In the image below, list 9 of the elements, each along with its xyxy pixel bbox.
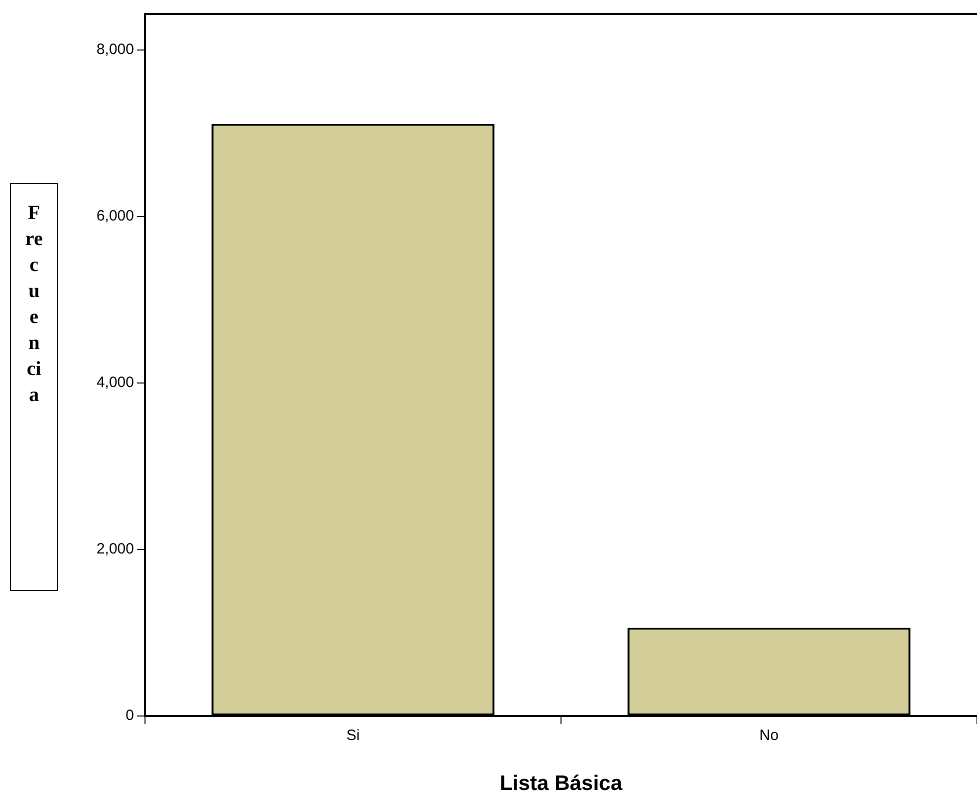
y-tick-label: 6,000 — [96, 207, 134, 224]
y-tick-label: 4,000 — [96, 374, 134, 392]
x-axis-title: Lista Básica — [500, 772, 623, 796]
y-axis-title: Frecuencia — [10, 183, 58, 591]
x-tick-label: No — [759, 727, 779, 744]
y-tick-label: 0 — [126, 707, 134, 724]
y-tick-label: 8,000 — [96, 40, 134, 58]
y-tick-label: 2,000 — [96, 540, 134, 558]
x-tick-label: Si — [346, 727, 360, 744]
